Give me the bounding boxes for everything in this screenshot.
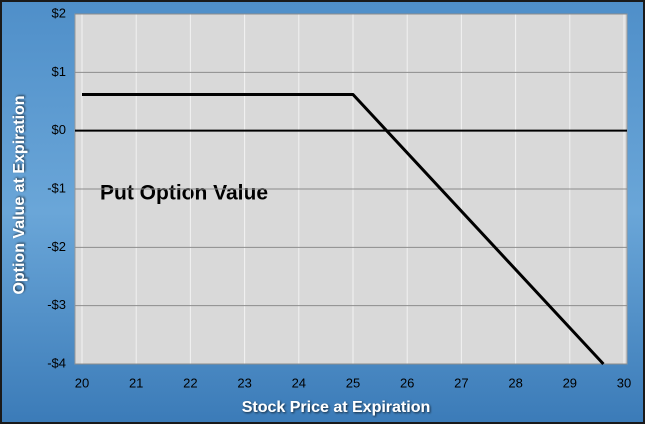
x-axis-title: Stock Price at Expiration	[242, 399, 431, 416]
line-series	[82, 93, 605, 366]
annotation: Put Option Value	[100, 182, 268, 205]
x-tick-label: 27	[454, 375, 468, 390]
x-tick-label: 22	[183, 375, 197, 390]
x-tick-label: 24	[292, 375, 306, 390]
x-tick-label: 26	[400, 375, 414, 390]
y-tick-label: -$1	[47, 180, 66, 195]
y-tick-label: -$4	[47, 355, 66, 370]
y-tick-label: -$2	[47, 239, 66, 254]
y-tick-label: $2	[52, 5, 66, 20]
y-tick-label: $0	[52, 122, 66, 137]
y-tick-label: $1	[52, 64, 66, 79]
y-axis-title: Option Value at Expiration	[11, 95, 28, 294]
x-tick-label: 20	[75, 375, 89, 390]
x-tick-label: 29	[563, 375, 577, 390]
x-tick-label: 28	[508, 375, 522, 390]
x-tick-label: 21	[129, 375, 143, 390]
y-tick-label: -$3	[47, 297, 66, 312]
x-tick-label: 30	[617, 375, 631, 390]
x-tick-label: 23	[237, 375, 251, 390]
x-tick-label: 25	[346, 375, 360, 390]
